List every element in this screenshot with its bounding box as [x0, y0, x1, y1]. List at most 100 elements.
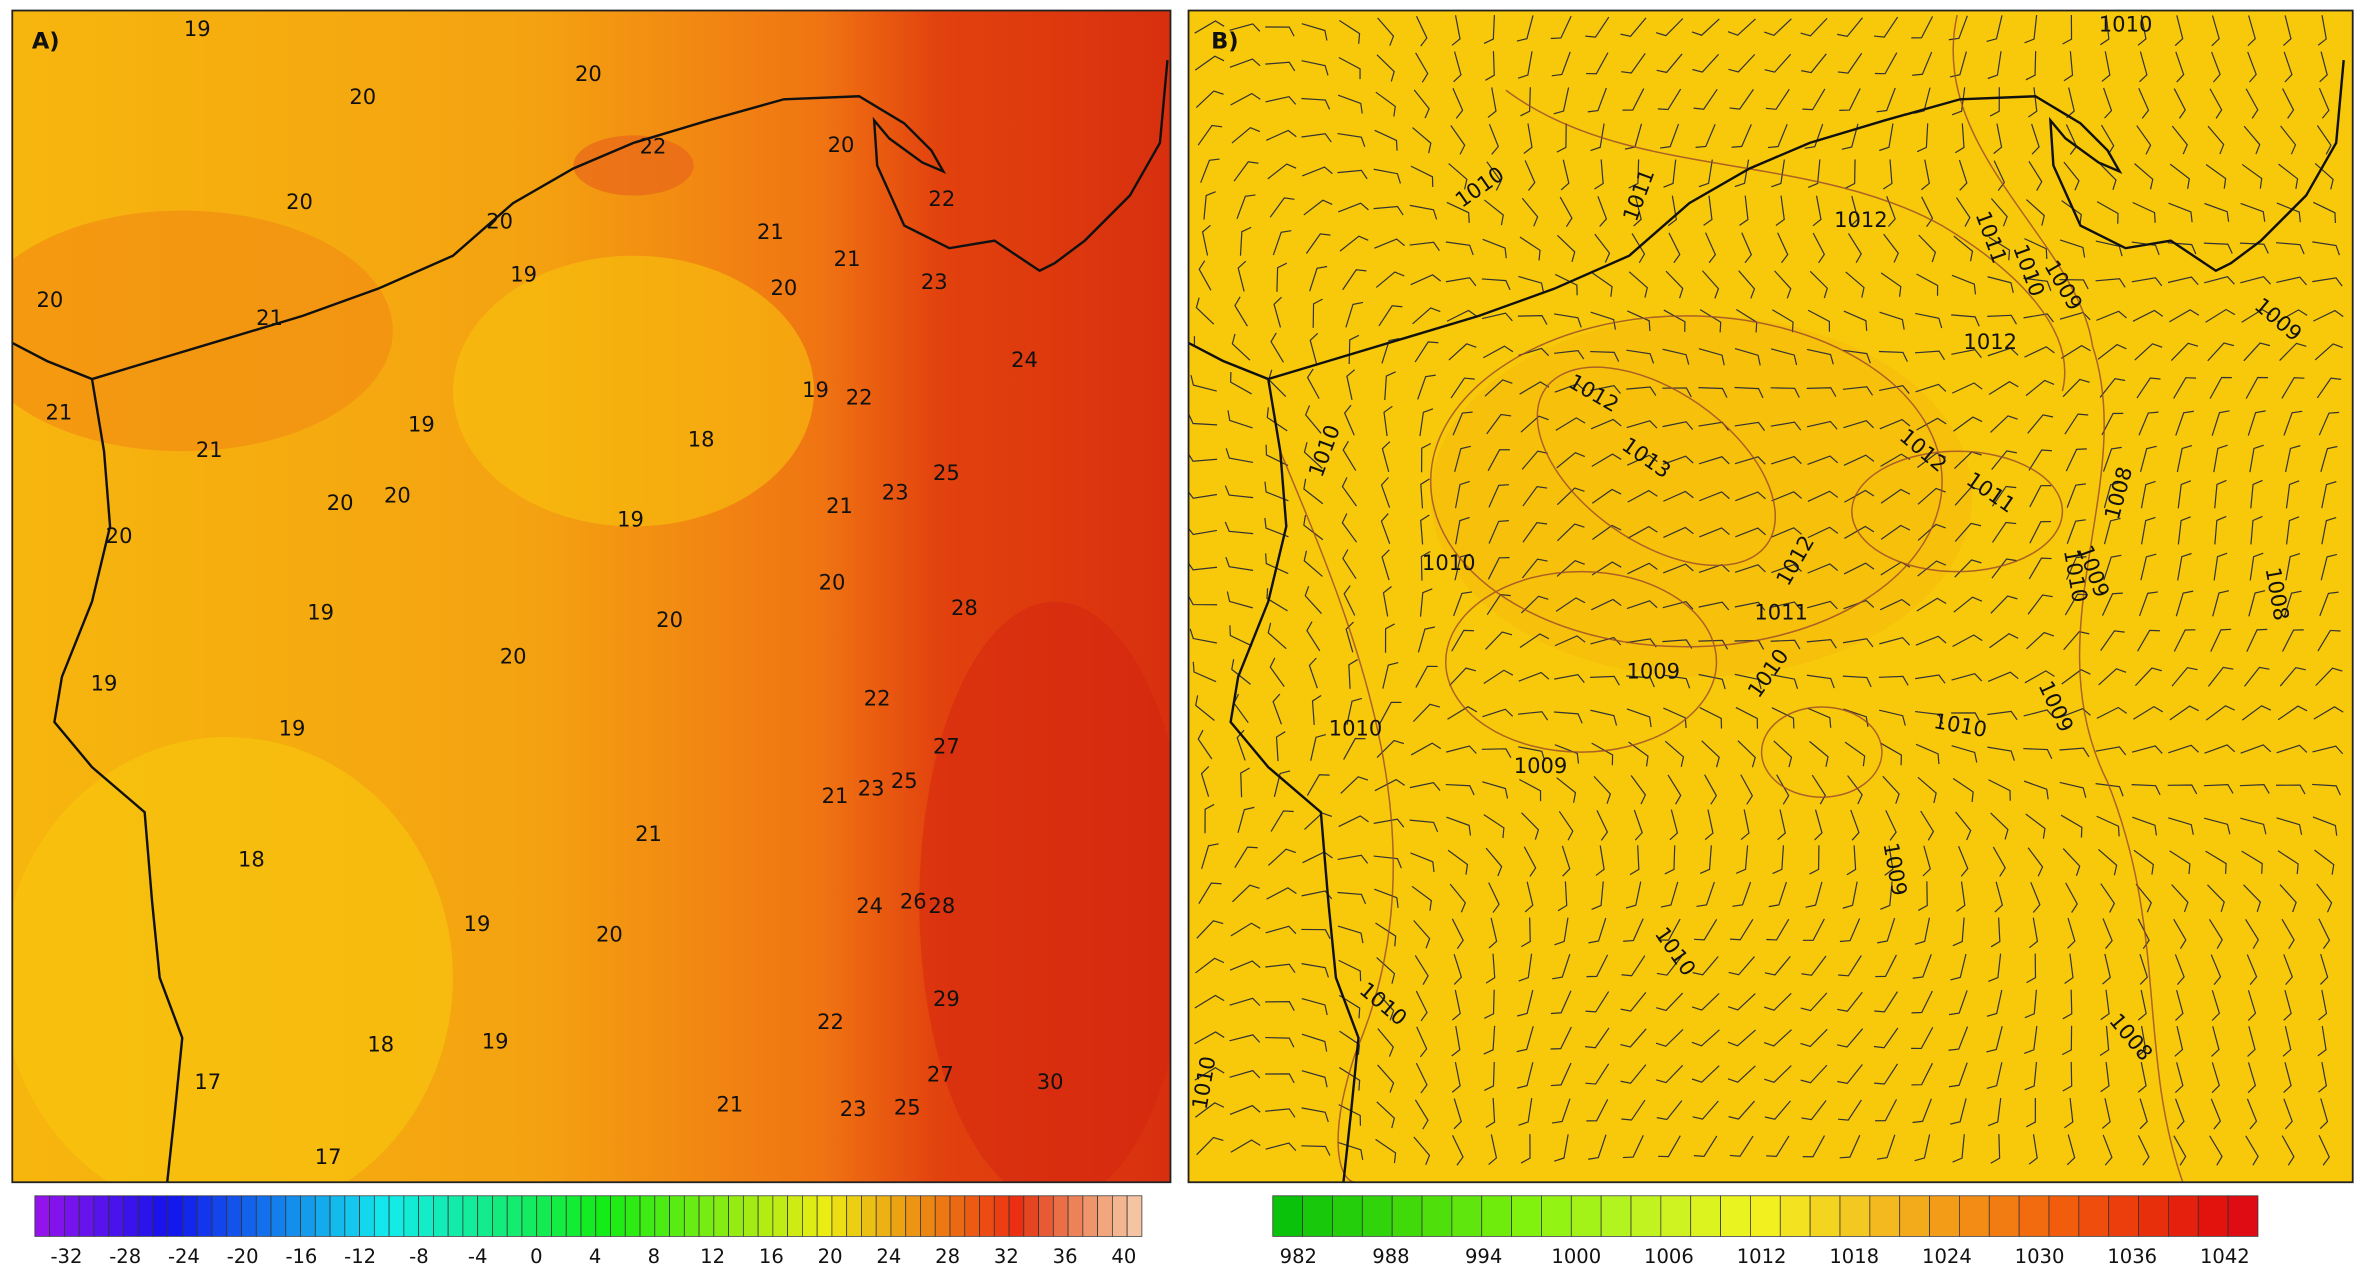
wind-barb: [1626, 349, 1655, 364]
wind-barb: [2066, 483, 2086, 508]
wind-barb: [1377, 1028, 1394, 1057]
colorbar-box: [1988, 1195, 2020, 1237]
wind-barb: [2319, 1098, 2329, 1130]
wind-barb: [2095, 783, 2124, 797]
colorbar-box: [2108, 1195, 2139, 1237]
wind-barb: [1953, 416, 1983, 432]
wind-barb: [2134, 343, 2163, 361]
wind-barb: [1656, 1100, 1683, 1121]
wind-barb: [2207, 342, 2235, 362]
wind-barb: [2285, 480, 2300, 509]
wind-barb: [2277, 850, 2299, 875]
contour-label: 28: [928, 893, 955, 918]
wind-barb: [1450, 377, 1475, 399]
colorbar-box: [152, 1195, 169, 1237]
wind-barb: [1338, 994, 1361, 1019]
wind-barb: [1454, 553, 1471, 581]
wind-barb: [2102, 918, 2113, 949]
wind-barb: [1342, 549, 1357, 579]
contour-label: 17: [194, 1069, 221, 1094]
wind-barb: [1914, 917, 1931, 945]
wind-barb: [1305, 233, 1331, 254]
wind-barb: [2276, 242, 2305, 255]
wind-barb: [1990, 812, 2009, 840]
wind-barb: [1236, 194, 1256, 220]
wind-barb: [2136, 377, 2161, 399]
wind-barb: [2138, 411, 2159, 436]
wind-barb: [1704, 774, 1718, 805]
wind-barb: [1916, 417, 1947, 431]
wind-barb: [1958, 846, 1969, 877]
wind-barb: [1446, 309, 1478, 322]
wind-barb: [1447, 849, 1469, 875]
colorbar-box: [875, 1195, 892, 1237]
contour-label: 26: [900, 888, 927, 913]
wind-barb: [1994, 881, 2004, 913]
wind-barb: [1266, 588, 1288, 612]
wind-barb: [1590, 418, 1622, 430]
colorbar-box: [49, 1195, 65, 1237]
wind-barb: [1301, 97, 1331, 110]
wind-barb: [1517, 989, 1534, 1017]
colorbar-tick-label: 1018: [1829, 1245, 1879, 1268]
wind-barb: [1662, 639, 1693, 649]
wind-barb: [1521, 558, 1548, 579]
wind-barb: [1337, 925, 1364, 944]
wind-barb: [1266, 887, 1297, 900]
wind-barb: [2241, 163, 2263, 189]
wind-barb: [1812, 232, 1826, 264]
wind-barb: [1620, 1064, 1647, 1084]
wind-barb: [1843, 310, 1868, 331]
wind-barb: [1233, 161, 1259, 182]
wind-barb: [1876, 1134, 1896, 1160]
wind-barb: [1882, 159, 1893, 190]
wind-barb: [1807, 159, 1821, 188]
wind-barb: [1764, 992, 1792, 1011]
wind-barb: [1488, 917, 1498, 949]
wind-barb: [1337, 891, 1367, 905]
wind-barb: [1234, 846, 1258, 868]
wind-barb: [1628, 271, 1648, 298]
wind-barb: [2177, 552, 2192, 581]
wind-barb: [1626, 600, 1658, 610]
wind-barb: [1842, 349, 1871, 364]
wind-barb: [1446, 816, 1472, 836]
wind-barb: [1374, 778, 1406, 792]
wind-barb: [1811, 774, 1826, 805]
wind-barb: [1836, 1028, 1864, 1048]
wind-barb: [2100, 15, 2110, 46]
wind-barb: [1309, 265, 1328, 292]
colorbar-box: [639, 1195, 656, 1237]
wind-barb: [2243, 125, 2261, 155]
wind-barb: [1620, 17, 1647, 37]
wind-barb: [1691, 1065, 1720, 1083]
wind-barb: [1484, 379, 1513, 397]
wind-barb: [1301, 890, 1333, 900]
colorbar-tick-label: 982: [1280, 1245, 1317, 1268]
wind-barb: [1266, 129, 1297, 141]
wind-barb: [1693, 918, 1718, 941]
wind-barb: [1662, 455, 1694, 465]
wind-barb: [1627, 489, 1658, 503]
wind-barb: [1698, 601, 1730, 611]
wind-barb: [1447, 705, 1478, 720]
wind-barb: [1448, 343, 1477, 361]
colorbar-box: [802, 1195, 818, 1237]
wind-barb: [2100, 124, 2115, 155]
colorbar-box: [934, 1195, 951, 1237]
wind-barb: [1346, 697, 1363, 725]
wind-barb: [1554, 1134, 1569, 1162]
wind-barb: [1190, 375, 1217, 392]
contour-label: 20: [327, 490, 354, 515]
wind-barb: [2137, 1025, 2147, 1057]
wind-barb: [2060, 814, 2083, 838]
wind-barb: [1339, 235, 1369, 252]
colorbar-box: [890, 1195, 907, 1237]
wind-barb: [2239, 784, 2270, 794]
wind-barb: [2213, 444, 2228, 473]
wind-barb: [1590, 709, 1618, 726]
wind-barb: [2103, 87, 2113, 119]
wind-barb: [1915, 383, 1947, 393]
colorbar-box: [624, 1195, 641, 1237]
wind-barb: [2173, 1135, 2187, 1166]
